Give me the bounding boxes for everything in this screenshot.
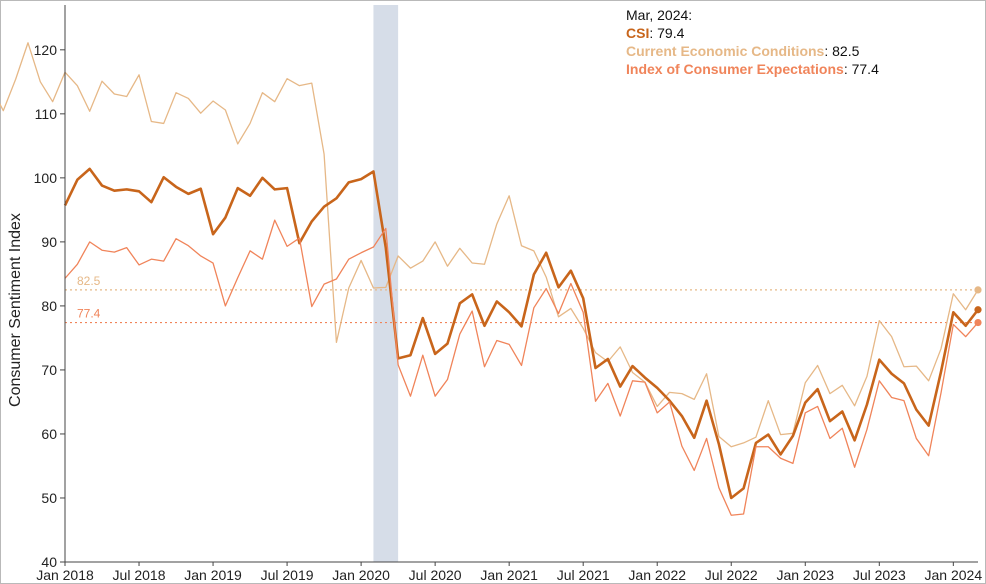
y-tick-label-0: 40: [41, 554, 57, 570]
reference-label-0: 82.5: [77, 274, 101, 288]
series-line-0[interactable]: [0, 42, 979, 448]
x-tick-label-7: Jul 2021: [557, 567, 610, 583]
series-line-1[interactable]: [63, 167, 980, 500]
tooltip-row-expectations: Index of Consumer Expectations: 77.4: [626, 60, 879, 78]
reference-label-1: 77.4: [77, 307, 101, 321]
x-tick-label-8: Jan 2022: [628, 567, 686, 583]
series-end-point-0[interactable]: [974, 286, 982, 294]
x-tick-label-11: Jul 2023: [853, 567, 906, 583]
series-end-point-2[interactable]: [974, 318, 982, 327]
x-tick-label-4: Jan 2020: [332, 567, 390, 583]
y-tick-label-5: 90: [41, 234, 57, 250]
x-tick-label-9: Jul 2022: [705, 567, 758, 583]
x-tick-label-2: Jan 2019: [184, 567, 242, 583]
y-tick-label-7: 110: [35, 106, 58, 122]
y-tick-label-6: 100: [34, 170, 58, 186]
y-tick-label-3: 70: [41, 362, 57, 378]
x-tick-label-12: Jan 2024: [925, 567, 983, 583]
series-line-2[interactable]: [64, 219, 979, 516]
tooltip-date: Mar, 2024:: [626, 7, 693, 23]
tooltip-value-current-conditions: : 82.5: [824, 43, 860, 59]
x-tick-label-3: Jul 2019: [261, 567, 314, 583]
tooltip-value-csi: : 79.4: [649, 25, 685, 41]
y-tick-label-1: 50: [41, 490, 57, 506]
series-end-point-1[interactable]: [974, 306, 982, 314]
x-tick-label-10: Jan 2023: [776, 567, 834, 583]
tooltip-series-expectations: Index of Consumer Expectations: [626, 61, 844, 77]
tooltip-series-csi: CSI: [626, 25, 650, 41]
y-tick-label-4: 80: [41, 298, 57, 314]
x-tick-label-6: Jan 2021: [480, 567, 538, 583]
tooltip-row-current-conditions: Current Economic Conditions: 82.5: [626, 42, 879, 60]
x-tick-label-1: Jul 2018: [113, 567, 166, 583]
y-tick-label-2: 60: [41, 426, 57, 442]
tooltip-row-csi: CSI: 79.4: [626, 24, 879, 42]
y-tick-label-8: 120: [34, 42, 58, 58]
x-tick-label-5: Jul 2020: [409, 567, 462, 583]
tooltip-series-current-conditions: Current Economic Conditions: [626, 43, 825, 59]
recession-shading: [373, 5, 399, 562]
tooltip-value-expectations: : 77.4: [843, 61, 879, 77]
hover-tooltip-legend: Mar, 2024: CSI: 79.4 Current Economic Co…: [626, 6, 879, 78]
y-axis-label: Consumer Sentiment Index: [7, 213, 24, 407]
x-tick-label-0: Jan 2018: [36, 567, 94, 583]
